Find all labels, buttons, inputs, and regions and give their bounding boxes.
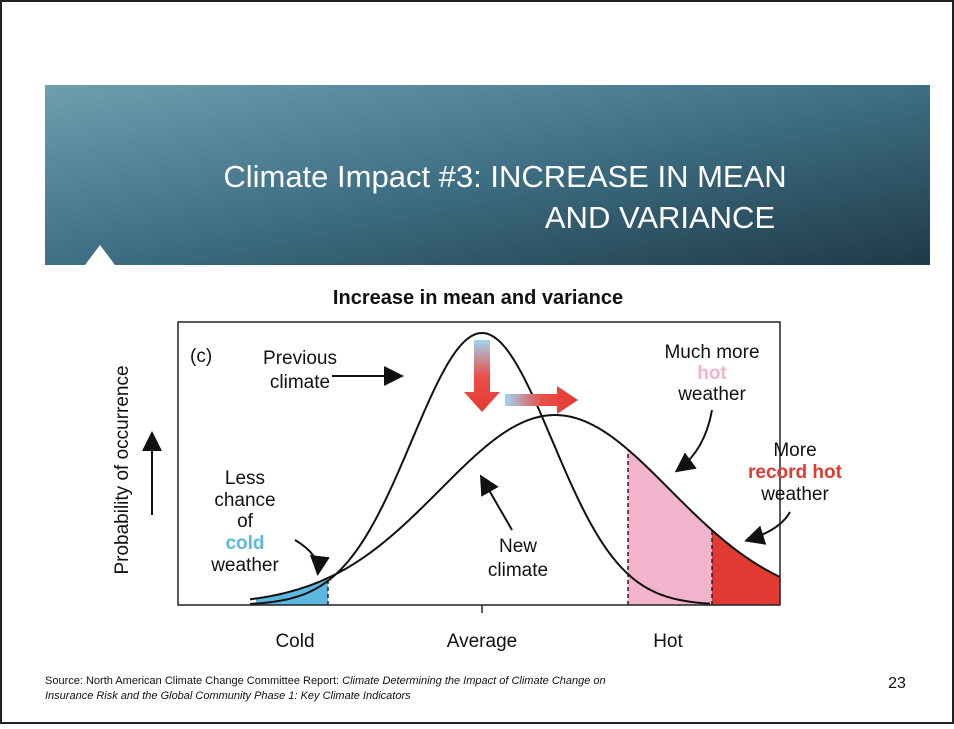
- annotation: weather: [677, 384, 746, 405]
- shift-arrow-right: [505, 386, 578, 414]
- annotation: climate: [488, 560, 548, 581]
- annotation: Less: [225, 468, 265, 489]
- plot-frame: [177, 321, 781, 606]
- hot-area: [628, 449, 712, 605]
- annotation: More: [773, 440, 816, 461]
- annotation: cold: [225, 533, 264, 554]
- annotation: Previous: [263, 348, 337, 369]
- annotation: climate: [270, 372, 330, 393]
- annotation-arrow: [294, 539, 330, 576]
- annotation: New: [499, 536, 537, 557]
- slide-title: Climate Impact #3: INCREASE IN MEAN: [223, 159, 786, 194]
- annotation: weather: [760, 484, 829, 505]
- shift-arrow-down: [464, 340, 500, 412]
- panel-label: (c): [190, 346, 212, 367]
- previous-climate-curve: [249, 331, 711, 605]
- x-label: Average: [447, 631, 517, 652]
- source-italic: Insurance Risk and the Global Community …: [45, 690, 411, 702]
- x-label: Hot: [653, 631, 683, 652]
- annotation: chance: [214, 490, 275, 511]
- title-banner: [45, 85, 930, 265]
- annotation: Much more: [664, 342, 759, 363]
- figure-title: Increase in mean and variance: [333, 287, 623, 309]
- annotation: weather: [210, 555, 279, 576]
- annotation-arrow: [480, 474, 513, 531]
- slide-title: AND VARIANCE: [545, 200, 775, 235]
- banner-notch: [85, 245, 115, 265]
- annotation-arrow: [674, 409, 713, 473]
- x-label: Cold: [275, 631, 314, 652]
- source-italic: Climate Determining the Impact of Climat…: [342, 675, 606, 687]
- record-hot-area: [712, 530, 780, 605]
- source: Source: North American Climate Change Co…: [45, 675, 606, 687]
- annotation: of: [237, 511, 254, 532]
- y-axis-label: Probability of occurrence: [112, 365, 133, 574]
- new-climate-curve: [249, 414, 781, 601]
- annotation: record hot: [748, 462, 843, 483]
- annotation: hot: [697, 363, 727, 384]
- source-text: Source: North American Climate Change Co…: [45, 675, 342, 687]
- page-number: 23: [888, 675, 906, 692]
- plot: [249, 331, 781, 613]
- annotation-arrow: [744, 511, 791, 545]
